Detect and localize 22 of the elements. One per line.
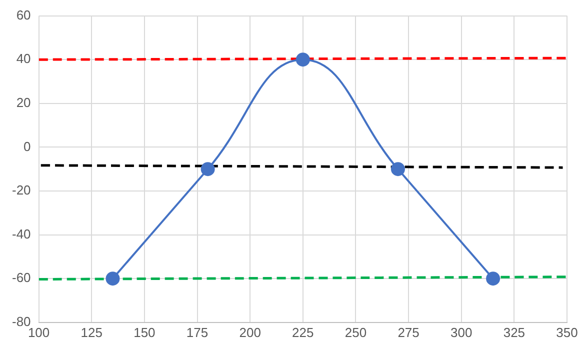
y-tick-label: -40: [12, 226, 31, 242]
point: [200, 162, 215, 176]
point: [106, 272, 120, 286]
x-tick-label: 175: [186, 324, 208, 340]
y-tick-label: 60: [16, 7, 31, 22]
x-tick-label: 350: [556, 324, 578, 340]
y-tick-label: 20: [16, 94, 31, 110]
y-tick-label: -60: [12, 270, 31, 286]
x-tick-label: 250: [344, 324, 367, 340]
x-tick-label: 300: [450, 324, 472, 340]
y-tick-label: -20: [12, 182, 31, 198]
point: [296, 52, 310, 67]
x-tick-label: 150: [134, 324, 156, 340]
x-tick-label: 225: [292, 324, 314, 340]
x-tick-label: 125: [80, 324, 102, 340]
x-tick-label: 200: [239, 324, 261, 340]
y-tick-label: 40: [16, 51, 31, 66]
y-tick-label: 0: [24, 138, 31, 154]
x-tick-label: 325: [503, 324, 526, 340]
point: [486, 272, 500, 286]
x-tick-label: 275: [398, 324, 420, 340]
point: [390, 162, 405, 176]
